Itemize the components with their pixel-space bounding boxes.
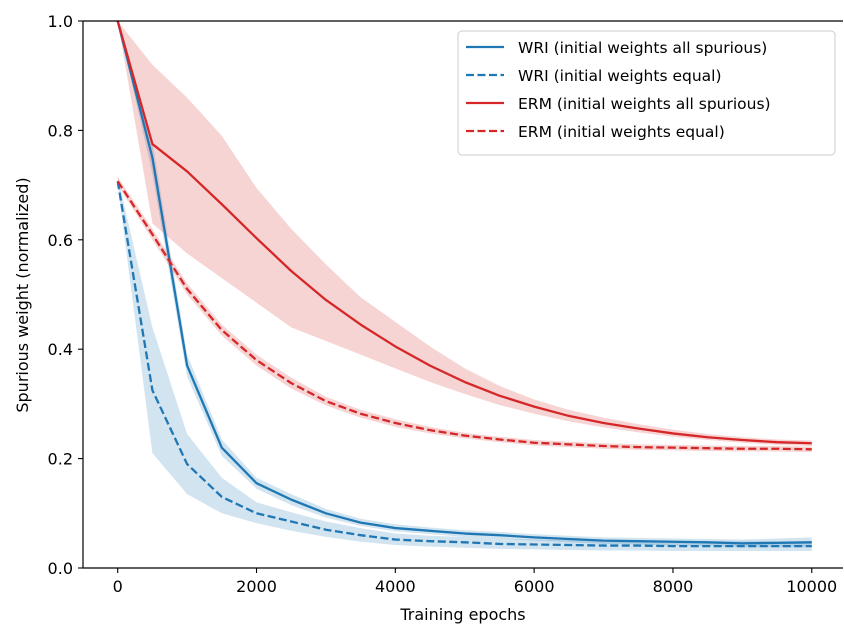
series-line-wri-initial-weights-all-spurious	[116, 20, 812, 545]
x-tick-label: 8000	[653, 577, 694, 596]
y-tick-label: 0.8	[48, 121, 73, 140]
legend-label-erm-initial-weights-all-spurious: ERM (initial weights all spurious)	[518, 95, 771, 113]
y-tick-label: 1.0	[48, 12, 73, 31]
legend: WRI (initial weights all spurious) WRI (i…	[457, 30, 836, 156]
legend-label-wri-initial-weights-equal: WRI (initial weights equal)	[518, 67, 722, 85]
series-lines	[116, 20, 812, 548]
y-tick-label: 0.0	[48, 559, 73, 578]
axes	[82, 20, 843, 569]
x-tick-label: 0	[113, 577, 123, 596]
legend-label-wri-initial-weights-all-spurious: WRI (initial weights all spurious)	[518, 39, 767, 57]
x-tick-label: 2000	[236, 577, 277, 596]
x-tick-label: 6000	[514, 577, 555, 596]
band-erm-initial-weights-all-spurious	[117, 21, 812, 447]
x-axis-title: Training epochs	[399, 605, 525, 624]
y-tick-label: 0.2	[48, 450, 73, 469]
x-tick-label: 10000	[786, 577, 837, 596]
series-line-wri-initial-weights-equal	[116, 181, 812, 548]
legend-label-erm-initial-weights-equal: ERM (initial weights equal)	[518, 123, 725, 141]
y-tick-label: 0.4	[48, 340, 73, 359]
series-line-erm-initial-weights-equal	[116, 180, 812, 451]
x-tick-label: 4000	[375, 577, 416, 596]
series-line-erm-initial-weights-all-spurious	[116, 20, 812, 445]
tick-marks: 0 2000 4000 6000 8000 10000 0.0 0.2 0.4 0.6 0.8 1.0	[48, 12, 838, 596]
y-tick-label: 0.6	[48, 231, 73, 250]
y-axis-title: Spurious weight (normalized)	[13, 177, 32, 412]
legend-box	[457, 30, 836, 156]
